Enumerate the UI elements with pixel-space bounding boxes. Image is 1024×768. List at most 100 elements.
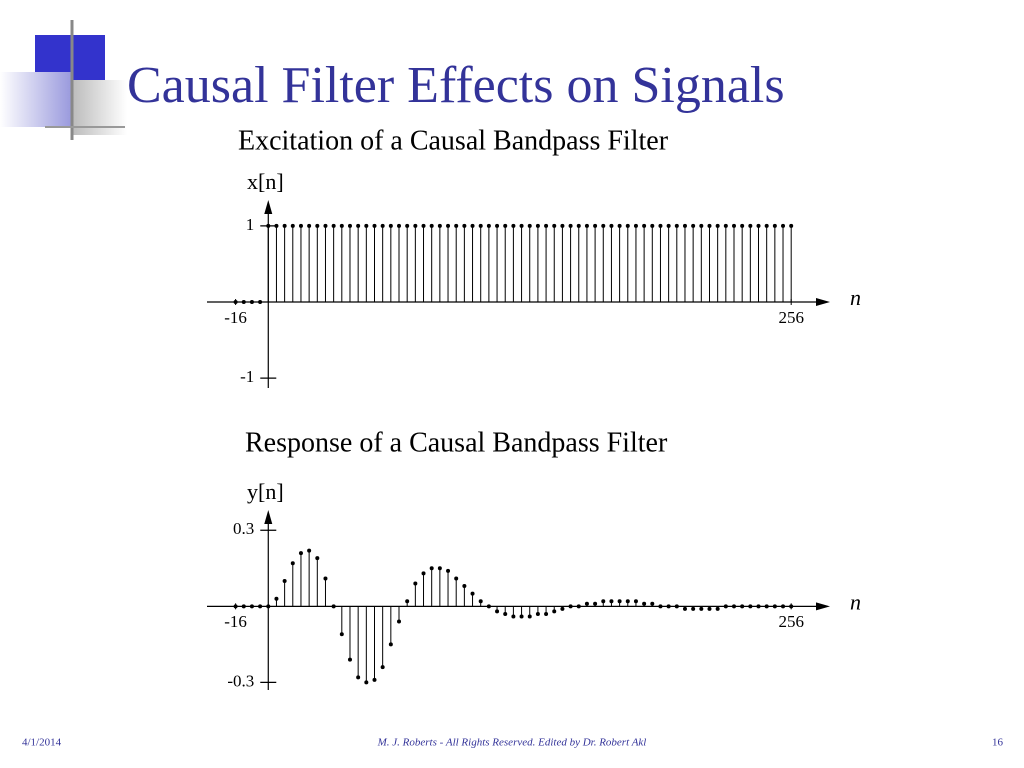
stem [290, 223, 295, 302]
stem-dot [527, 614, 532, 619]
stem [298, 223, 303, 302]
stem-dot [298, 551, 303, 556]
stem [380, 223, 385, 302]
stem [364, 223, 369, 302]
stem-dot [650, 601, 655, 606]
stem [617, 599, 622, 607]
stem-dot [707, 606, 712, 611]
stem [544, 223, 549, 302]
stem-dot [535, 223, 540, 228]
stem [519, 606, 524, 619]
stem [535, 223, 540, 302]
stem [527, 223, 532, 302]
stem-dot [682, 223, 687, 228]
stem [789, 223, 794, 302]
x-tick-label: -16 [224, 612, 247, 631]
stem-dot [731, 223, 736, 228]
stem-dot [307, 548, 312, 553]
stem-dot [650, 223, 655, 228]
stem [740, 223, 745, 302]
stem-dot [364, 680, 369, 685]
stem [584, 223, 589, 302]
stem [633, 599, 638, 607]
footer-date: 4/1/2014 [22, 737, 62, 749]
stem-dot [437, 223, 442, 228]
stem [249, 299, 254, 304]
stem-dot [601, 223, 606, 228]
stem [405, 223, 410, 302]
stem-dot [601, 599, 606, 604]
stem [789, 604, 794, 609]
y-tick-label: -0.3 [227, 671, 254, 690]
stem [519, 223, 524, 302]
stem [666, 223, 671, 302]
stem-dot [307, 223, 312, 228]
stem-dot [519, 614, 524, 619]
stem-dot [748, 223, 753, 228]
stem-dot [748, 604, 753, 609]
stem [674, 223, 679, 302]
stem-dot [249, 299, 254, 304]
stem [764, 604, 769, 609]
stem-dot [699, 223, 704, 228]
stem-dot [388, 642, 393, 647]
stem-dot [486, 604, 491, 609]
stem-dot [576, 223, 581, 228]
stem-dot [364, 223, 369, 228]
stem [764, 223, 769, 302]
stem-dot [519, 223, 524, 228]
stem [723, 604, 728, 609]
y-axis-arrow [264, 510, 273, 524]
y-tick-label: -1 [240, 367, 254, 386]
stem [323, 223, 328, 302]
stem [633, 223, 638, 302]
stem [593, 223, 598, 302]
stem-dot [658, 223, 663, 228]
stem [397, 223, 402, 302]
stem [576, 223, 581, 302]
stem [258, 299, 263, 304]
stem-dot [568, 223, 573, 228]
stem [609, 223, 614, 302]
stem-dot [258, 604, 263, 609]
stem [601, 223, 606, 302]
stem [331, 604, 336, 609]
page-number: 16 [992, 737, 1004, 749]
stem-dot [405, 599, 410, 604]
stem [650, 223, 655, 302]
stem [486, 604, 491, 609]
y-tick-label: 0.3 [233, 519, 254, 538]
stem-dot [756, 223, 761, 228]
stem [397, 606, 402, 624]
stem-dot [266, 223, 271, 228]
stem-dot [437, 566, 442, 571]
stem-dot [315, 556, 320, 561]
stem-dot [789, 604, 794, 609]
stem-dot [266, 604, 271, 609]
stem [298, 551, 303, 607]
stem-dot [642, 223, 647, 228]
stem [674, 604, 679, 609]
stem [617, 223, 622, 302]
stem-dot [731, 604, 736, 609]
stem-dot [241, 299, 246, 304]
stem [707, 223, 712, 302]
stem [731, 223, 736, 302]
stem [691, 223, 696, 302]
stem [715, 606, 720, 611]
stem-dot [625, 599, 630, 604]
stem-dot [699, 606, 704, 611]
stem [478, 599, 483, 607]
stem [560, 223, 565, 302]
stem [462, 584, 467, 607]
stem-dot [486, 223, 491, 228]
stem [503, 223, 508, 302]
stem [405, 599, 410, 607]
stem-dot [470, 591, 475, 596]
stem [560, 606, 565, 611]
stem [307, 548, 312, 607]
stem [568, 223, 573, 302]
stem-dot [682, 606, 687, 611]
stem [241, 604, 246, 609]
